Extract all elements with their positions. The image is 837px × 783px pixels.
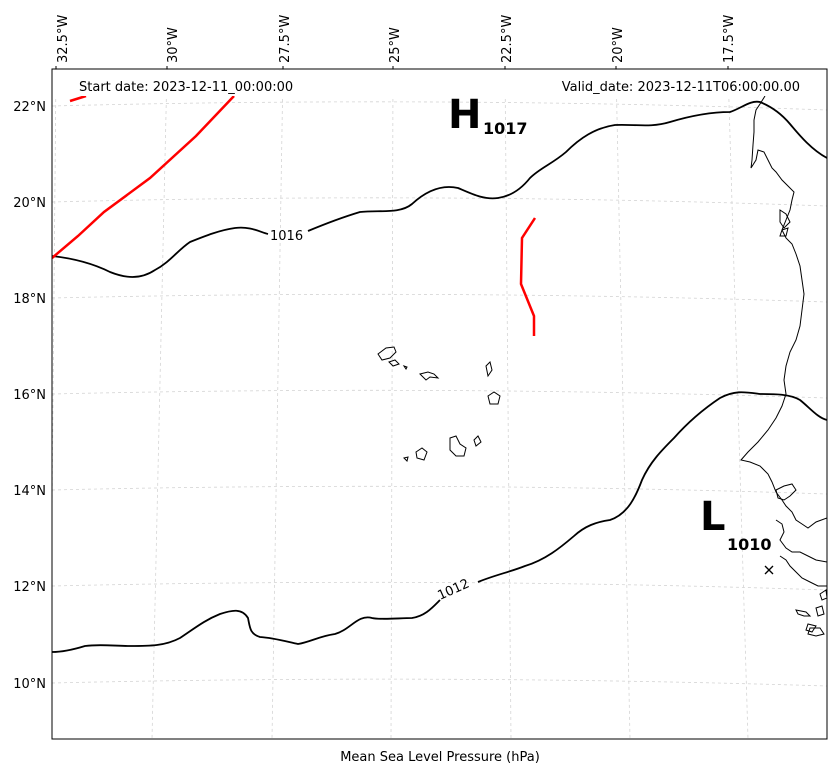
lat-label-18n: 18°N (13, 292, 46, 307)
lat-label-16n: 16°N (13, 388, 46, 403)
parallel-12n (52, 581, 827, 591)
meridian-20w (615, 69, 631, 739)
meridian-30w (151, 69, 168, 739)
header-band (53, 70, 826, 96)
isobar-1016-main (52, 100, 827, 278)
parallel-16n (52, 389, 827, 399)
meridian-27-5w (271, 69, 284, 739)
map-caption: Mean Sea Level Pressure (hPa) (340, 750, 540, 765)
island-santiago (449, 435, 467, 457)
parallel-18n (52, 293, 827, 303)
meridian-25w (390, 69, 394, 739)
africa-coastline (740, 95, 827, 529)
lon-label-32-5w: 32.5°W (56, 15, 71, 63)
coast-detail-guinea (775, 519, 827, 637)
lat-label-12n: 12°N (13, 580, 46, 595)
high-pressure-value: 1017 (483, 119, 528, 138)
coast-detail-gambia (775, 483, 797, 501)
low-symbol: L (700, 494, 726, 540)
parallel-10n (52, 678, 827, 687)
trough-west-stub (69, 94, 87, 103)
island-sal (485, 361, 493, 378)
isobar-1012-main (52, 391, 827, 653)
high-symbol: H (448, 92, 481, 138)
island-sao-nicolau (419, 371, 440, 381)
island-brava (403, 456, 409, 462)
lat-label-14n: 14°N (13, 484, 46, 499)
start-date-label: Start date: 2023-12-11_00:00:00 (79, 80, 293, 95)
island-santa-luzia (402, 365, 408, 370)
meridian-17-5w (727, 69, 749, 739)
cape-verde-islands (377, 346, 501, 462)
lat-label-10n: 10°N (13, 677, 46, 692)
latitude-labels: 22°N 20°N 18°N 16°N 14°N 12°N 10°N (13, 100, 46, 692)
lon-label-17-5w: 17.5°W (722, 15, 737, 63)
lon-label-22-5w: 22.5°W (500, 15, 515, 63)
lon-label-25w: 25°W (388, 27, 403, 63)
lon-label-30w: 30°W (166, 27, 181, 63)
coast-detail-1 (779, 209, 791, 237)
lon-label-20w: 20°W (611, 27, 626, 63)
island-maio (473, 435, 482, 447)
map-background (52, 69, 827, 739)
gridlines (52, 69, 827, 739)
map-frame (51, 68, 828, 740)
high-pressure-center: H (448, 92, 481, 138)
parallel-22n (52, 101, 827, 111)
troughs (52, 94, 537, 336)
meridian-22-5w (504, 69, 512, 739)
low-pressure-value: 1010 (727, 535, 772, 554)
isobars (52, 100, 827, 653)
lat-label-22n: 22°N (13, 100, 46, 115)
trough-central (519, 217, 537, 336)
lat-label-20n: 20°N (13, 196, 46, 211)
parallel-20n (52, 197, 827, 207)
x-marker (764, 565, 774, 575)
island-boa-vista (487, 391, 501, 405)
trough-west (52, 95, 235, 259)
island-fogo (415, 447, 428, 461)
island-sao-vicente (388, 359, 400, 367)
isobar-label-1016: 1016 (270, 229, 303, 244)
parallel-14n (52, 485, 827, 495)
longitude-ticks (55, 66, 729, 69)
island-santo-antao (377, 346, 397, 361)
valid-date-label: Valid_date: 2023-12-11T06:00:00.00 (562, 80, 800, 95)
lon-label-27-5w: 27.5°W (278, 15, 293, 63)
longitude-labels: 32.5°W 30°W 27.5°W 25°W 22.5°W 20°W 17.5… (56, 15, 737, 63)
